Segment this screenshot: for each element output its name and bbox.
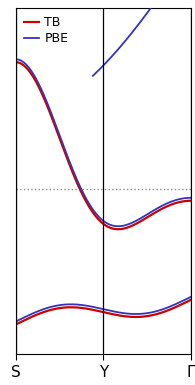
Legend: TB, PBE: TB, PBE	[22, 14, 71, 47]
